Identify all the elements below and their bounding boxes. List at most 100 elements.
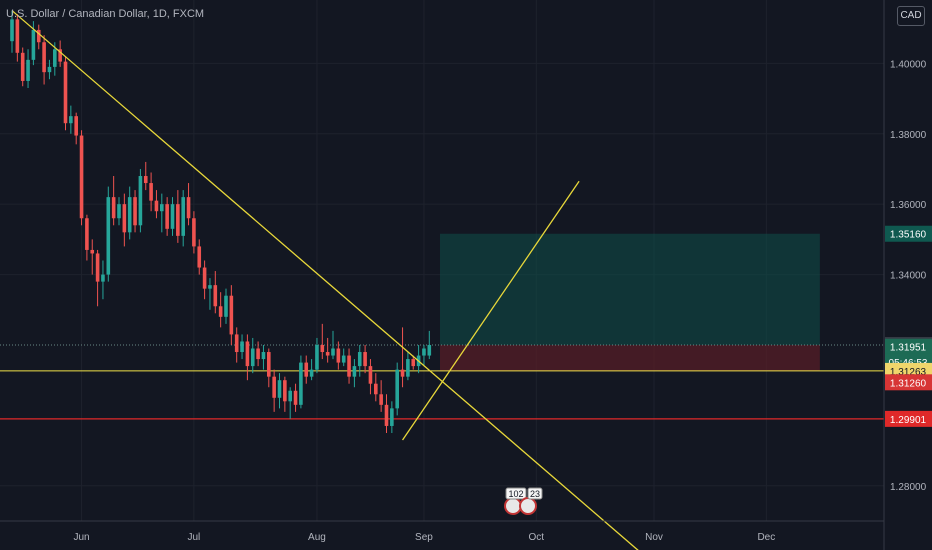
candle-body [347, 355, 351, 377]
candle-body [406, 359, 410, 377]
candle-body [272, 376, 276, 398]
candle-body [138, 176, 143, 226]
candle-body [229, 295, 234, 335]
candle-body [422, 348, 426, 356]
candle-body [42, 42, 46, 73]
candle-body [213, 285, 218, 307]
candle-body [341, 355, 346, 363]
candlestick-series [10, 10, 432, 433]
trend-lines[interactable] [11, 10, 667, 550]
time-tick-label: Dec [757, 532, 775, 543]
earnings-flag-icon[interactable]: 102 [504, 487, 527, 515]
candle-body [58, 49, 62, 62]
candle-body [149, 183, 153, 201]
time-tick-label: Oct [529, 532, 545, 543]
candle-body [197, 246, 202, 268]
price-tick-label: 1.38000 [890, 130, 927, 141]
candle-body [208, 285, 212, 289]
candle-body [261, 352, 266, 360]
time-tick-label: Jun [73, 532, 89, 543]
horizontal-lines[interactable] [0, 344, 884, 420]
candle-body [427, 344, 432, 356]
candle-body [384, 404, 389, 426]
candle-body [288, 390, 292, 402]
candle-body [63, 61, 68, 124]
candle-body [256, 348, 260, 360]
candle-body [357, 352, 362, 367]
candle-body [31, 29, 36, 60]
candle-body [352, 366, 357, 377]
candle-body [165, 204, 169, 229]
candle-body [85, 218, 89, 250]
profit-zone [440, 233, 820, 345]
candle-body [245, 341, 250, 367]
price-tick-label: 1.36000 [890, 200, 927, 211]
candle-body [202, 267, 207, 289]
candle-body [90, 249, 95, 254]
candle-body [106, 197, 111, 275]
candle-body [234, 334, 239, 353]
price-label: 1.29901 [890, 415, 927, 426]
time-tick-label: Nov [645, 532, 663, 543]
economic-flag-icon[interactable]: 23 [519, 487, 543, 515]
candle-body [277, 380, 282, 398]
time-axis[interactable]: Jun Jul Aug Sep Oct Nov Dec [73, 532, 775, 543]
price-label: 1.35160 [890, 230, 927, 241]
time-tick-label: Sep [415, 532, 433, 543]
candle-body [315, 344, 319, 370]
event-markers[interactable]: 102 23 [504, 487, 543, 515]
candle-body [53, 49, 57, 67]
candle-body [331, 348, 335, 356]
candle-body [411, 359, 416, 367]
candle-body [240, 341, 244, 353]
price-label: 1.31951 [890, 343, 927, 354]
price-axis[interactable]: 1.40000 1.38000 1.36000 1.34000 1.28000 [890, 59, 927, 492]
candle-body [133, 197, 137, 226]
candle-body [95, 253, 100, 282]
candle-body [283, 380, 287, 402]
candle-body [368, 366, 373, 384]
candle-body [374, 383, 378, 395]
candle-body [395, 369, 399, 409]
candle-body [379, 394, 383, 405]
candle-body [26, 59, 30, 81]
event-count-right: 23 [530, 489, 540, 499]
price-axis-labels: 1.351601.320001.3195105:46:531.312631.31… [885, 225, 932, 427]
candle-body [79, 135, 84, 219]
candle-body [186, 197, 191, 219]
loss-zone [440, 344, 820, 371]
price-tick-label: 1.40000 [890, 59, 927, 70]
candle-body [47, 66, 52, 73]
candle-body [363, 352, 367, 367]
candle-body [160, 204, 164, 212]
candle-body [309, 369, 314, 377]
candle-body [390, 408, 394, 426]
candle-body [20, 52, 25, 81]
candle-body [74, 116, 78, 136]
candle-body [320, 344, 325, 353]
time-tick-label: Jul [188, 532, 201, 543]
candle-body [10, 19, 14, 42]
candle-body [170, 204, 175, 229]
candle-body [304, 362, 309, 377]
candle-body [69, 116, 73, 124]
time-tick-label: Aug [308, 532, 326, 543]
candle-body [250, 348, 255, 367]
currency-button[interactable]: CAD [897, 6, 925, 26]
price-label-bg [885, 338, 932, 355]
candle-body [192, 218, 196, 247]
candle-body [325, 352, 330, 356]
candle-body [218, 306, 223, 317]
long-position-box[interactable] [440, 233, 820, 371]
candle-body [143, 176, 148, 184]
candle-body [176, 204, 180, 236]
trend-line-1 [11, 10, 639, 550]
candle-body [336, 348, 341, 363]
price-tick-label: 1.34000 [890, 271, 927, 282]
chart-axes[interactable] [0, 0, 885, 550]
candle-body [181, 197, 185, 236]
candle-body [117, 204, 121, 219]
price-label: 1.31263 [890, 367, 927, 378]
candle-body [127, 197, 132, 233]
